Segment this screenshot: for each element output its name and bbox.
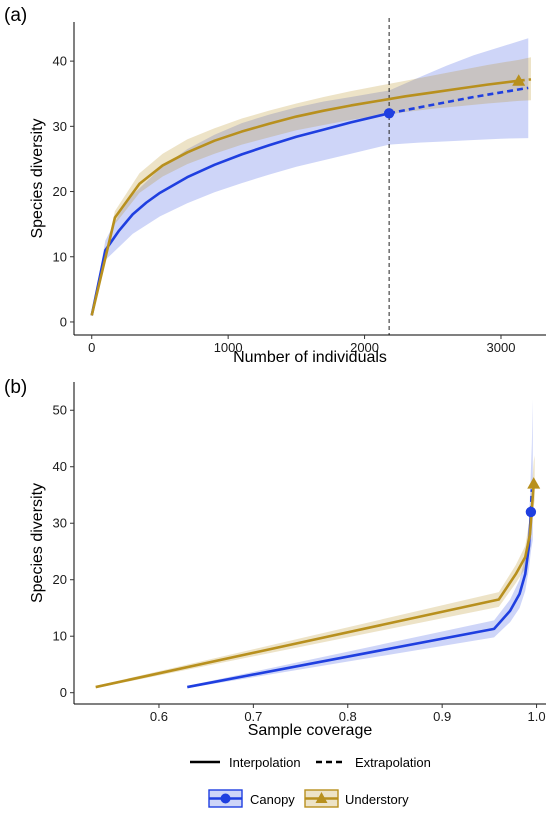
legend-item-interpolation: Interpolation xyxy=(190,755,301,770)
legend-key-marker xyxy=(315,792,328,803)
extrapolation-line-canopy xyxy=(388,86,529,115)
legend-key-marker xyxy=(220,793,231,804)
y-tick-label: 40 xyxy=(53,459,67,474)
legend-item-canopy: Canopy xyxy=(208,789,295,808)
panel-a: 0 1000 2000 3000 0 10 20 30 40 Number of individu… xyxy=(4,5,546,366)
legend: Interpolation Extrapolation Canopy Understo… xyxy=(190,755,431,808)
x-tick-label: 0 xyxy=(88,340,95,355)
x-tick-label: 0.8 xyxy=(339,709,357,724)
observed-point-understory xyxy=(512,74,526,86)
y-tick-label: 0 xyxy=(60,314,67,329)
x-axis-title: Number of individuals xyxy=(233,349,387,366)
y-tick-label: 40 xyxy=(53,54,67,69)
interpolation-line-canopy xyxy=(90,112,390,316)
panel-label: (a) xyxy=(4,5,27,26)
y-tick-label: 10 xyxy=(53,249,67,264)
legend-item-understory: Understory xyxy=(304,789,409,808)
panel-b: 0.6 0.7 0.8 0.9 1.0 0 10 20 30 40 50 Sample coverag… xyxy=(4,377,546,739)
y-axis-title: Species diversity xyxy=(29,118,46,238)
confidence-band-understory xyxy=(95,455,535,689)
y-tick-label: 50 xyxy=(53,403,67,418)
y-tick-label: 10 xyxy=(53,629,67,644)
panel-label: (b) xyxy=(4,377,27,398)
x-tick-label: 2000 xyxy=(350,340,379,355)
x-tick-label: 0.7 xyxy=(244,709,262,724)
observed-point-canopy xyxy=(525,506,537,518)
y-tick-label: 30 xyxy=(53,516,67,531)
y-tick-label: 0 xyxy=(60,685,67,700)
observed-point-canopy xyxy=(383,108,395,119)
interpolation-line-canopy xyxy=(187,511,533,689)
interpolation-line-understory xyxy=(90,79,519,316)
x-tick-label: 3000 xyxy=(487,340,516,355)
interpolation-line-understory xyxy=(95,483,536,689)
x-tick-label: 1000 xyxy=(214,340,243,355)
legend-label: Understory xyxy=(345,792,409,807)
confidence-band-understory xyxy=(91,57,531,316)
legend-item-extrapolation: Extrapolation xyxy=(316,755,431,770)
legend-label: Interpolation xyxy=(229,755,301,770)
y-axis-title: Species diversity xyxy=(29,483,46,603)
x-tick-label: 0.9 xyxy=(433,709,451,724)
y-tick-label: 20 xyxy=(53,572,67,587)
legend-label: Canopy xyxy=(250,792,295,807)
x-tick-label: 1.0 xyxy=(528,709,546,724)
x-tick-label: 0.6 xyxy=(150,709,168,724)
x-axis-title: Sample coverage xyxy=(248,722,373,739)
confidence-band-canopy xyxy=(187,398,533,689)
y-tick-label: 20 xyxy=(53,184,67,199)
legend-label: Extrapolation xyxy=(355,755,431,770)
observed-point-understory xyxy=(527,477,541,489)
y-tick-label: 30 xyxy=(53,119,67,134)
